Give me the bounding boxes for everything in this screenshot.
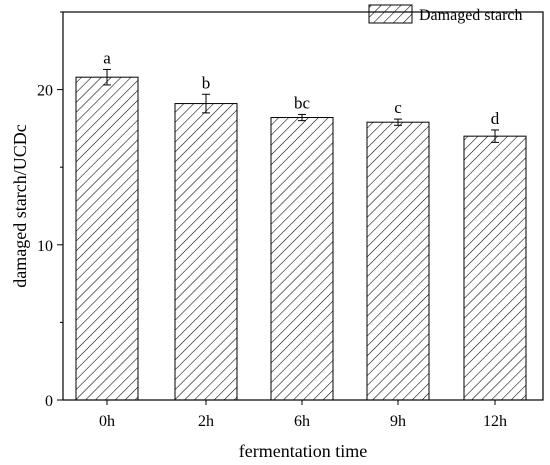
bar-9h — [366, 121, 430, 401]
legend-label: Damaged starch — [419, 7, 523, 24]
error-bar-12h — [491, 129, 499, 143]
error-bar-9h — [394, 118, 402, 126]
significance-label-6h: bc — [294, 93, 311, 112]
legend: Damaged starch — [368, 4, 523, 24]
y-tick-label-20: 20 — [37, 83, 53, 100]
y-tick-label-10: 10 — [37, 238, 53, 255]
significance-label-9h: c — [394, 98, 402, 117]
x-axis-label: fermentation time — [239, 441, 367, 461]
x-tick-label-9h: 9h — [390, 413, 406, 430]
x-tick-label-12h: 12h — [483, 413, 507, 430]
error-bar-0h — [103, 68, 111, 86]
significance-label-2h: b — [202, 73, 211, 92]
plot-frame — [62, 11, 544, 401]
x-tick-label-0h: 0h — [99, 413, 115, 430]
y-axis-label: damaged starch/UCDc — [10, 124, 30, 287]
x-tick-label-2h: 2h — [198, 413, 214, 430]
significance-label-12h: d — [491, 109, 500, 128]
y-tick-label-0: 0 — [45, 393, 53, 410]
x-tick-label-6h: 6h — [294, 413, 310, 430]
bar-12h — [463, 135, 527, 401]
bar-2h — [174, 103, 238, 401]
bar-0h — [75, 76, 139, 401]
error-bar-6h — [298, 113, 306, 122]
bar-6h — [270, 117, 334, 401]
error-bar-2h — [202, 93, 210, 114]
significance-label-0h: a — [103, 48, 111, 67]
legend-swatch — [368, 4, 413, 24]
